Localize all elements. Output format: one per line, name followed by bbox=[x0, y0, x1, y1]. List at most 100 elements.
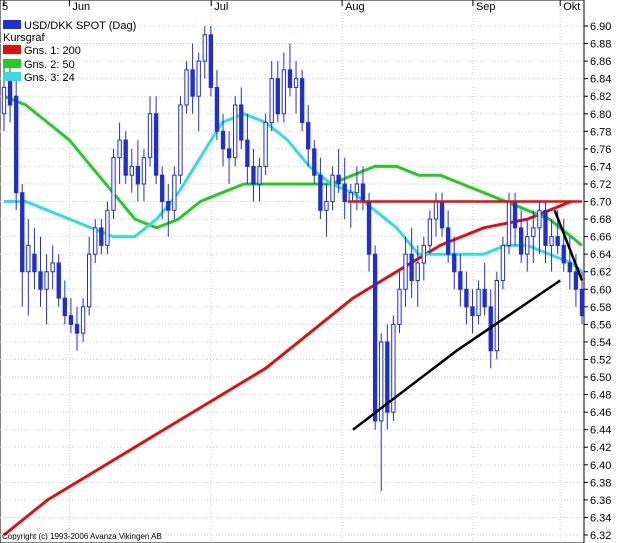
candle bbox=[38, 236, 43, 307]
candle bbox=[44, 254, 49, 325]
candle bbox=[26, 219, 31, 316]
candle bbox=[80, 298, 86, 342]
candle-body bbox=[38, 271, 43, 290]
candle-body bbox=[105, 209, 110, 246]
y-tick-label: 6.70 bbox=[590, 197, 611, 209]
candle bbox=[397, 271, 402, 334]
candle bbox=[342, 157, 347, 220]
candle-body bbox=[74, 323, 80, 334]
legend-swatch-ma24 bbox=[3, 72, 21, 81]
candle bbox=[324, 183, 329, 237]
trendlines bbox=[347, 200, 584, 431]
candle bbox=[129, 148, 134, 193]
y-tick-label: 6.54 bbox=[590, 337, 611, 349]
candle-body bbox=[214, 86, 220, 132]
candle-body bbox=[226, 148, 232, 159]
y-tick-label: 6.78 bbox=[590, 126, 611, 138]
candle-body bbox=[263, 122, 268, 167]
candle-body bbox=[275, 78, 280, 115]
candle-body bbox=[220, 130, 226, 150]
candle bbox=[427, 210, 433, 255]
candle bbox=[269, 61, 274, 132]
candle bbox=[543, 201, 548, 263]
candle-body bbox=[470, 306, 475, 317]
candle-body bbox=[80, 306, 86, 334]
candle bbox=[312, 140, 317, 184]
x-tick-label: Sep bbox=[476, 1, 496, 13]
candle-body bbox=[123, 139, 128, 176]
candle bbox=[56, 254, 61, 307]
candle-body bbox=[257, 165, 262, 185]
y-tick-label: 6.74 bbox=[590, 161, 611, 173]
candle-body bbox=[379, 341, 384, 422]
candle bbox=[354, 166, 360, 211]
candle-body bbox=[579, 288, 585, 317]
copyright-notice: Copyright (c) 1993-2006 Avanza Vikingen … bbox=[2, 532, 162, 541]
candle-body bbox=[512, 201, 518, 229]
y-tick-label: 6.76 bbox=[590, 144, 611, 156]
candle-body bbox=[141, 157, 147, 185]
candle bbox=[379, 333, 384, 492]
legend-label-ma50: Gns. 2: 50 bbox=[24, 59, 75, 71]
candle bbox=[105, 201, 110, 255]
y-tick-label: 6.88 bbox=[590, 39, 611, 51]
candle-body bbox=[348, 192, 353, 203]
candle-body bbox=[561, 244, 566, 264]
candle bbox=[117, 122, 122, 184]
candle bbox=[13, 78, 19, 211]
candle bbox=[111, 148, 116, 220]
candle bbox=[531, 210, 536, 263]
candle bbox=[336, 148, 341, 193]
candle bbox=[135, 140, 141, 202]
candle bbox=[123, 131, 128, 184]
candle-body bbox=[433, 201, 439, 220]
candle bbox=[32, 227, 37, 290]
x-tick-label: Jul bbox=[214, 1, 228, 13]
y-tick-label: 6.90 bbox=[590, 21, 611, 33]
candle-body bbox=[573, 271, 579, 290]
candle bbox=[50, 245, 55, 290]
candle-body bbox=[62, 297, 68, 317]
y-tick-label: 6.82 bbox=[590, 91, 611, 103]
candle-body bbox=[32, 253, 37, 273]
candle-body bbox=[421, 244, 426, 264]
y-tick-label: 6.34 bbox=[590, 512, 611, 524]
candle bbox=[74, 306, 80, 351]
candle bbox=[153, 96, 159, 184]
candle bbox=[20, 183, 25, 307]
candle-body bbox=[93, 227, 98, 255]
candle-body bbox=[44, 271, 49, 290]
candle-body bbox=[427, 218, 433, 246]
candle-body bbox=[330, 174, 335, 203]
candle bbox=[214, 69, 220, 141]
candle-body bbox=[1, 86, 7, 115]
chart-title: USD/DKK SPOT (Dag) bbox=[24, 20, 136, 32]
y-tick-label: 6.38 bbox=[590, 477, 611, 489]
candle-body bbox=[233, 104, 238, 159]
candle-body bbox=[184, 69, 189, 106]
candle bbox=[537, 201, 542, 255]
candle-body bbox=[415, 262, 420, 281]
candle-body bbox=[342, 183, 347, 203]
candle-body bbox=[318, 174, 323, 211]
candle bbox=[409, 227, 414, 299]
candle bbox=[251, 148, 256, 202]
candle-body bbox=[166, 201, 171, 211]
candle-body bbox=[452, 253, 457, 273]
candle-body bbox=[445, 227, 451, 255]
candle bbox=[263, 113, 268, 176]
candle bbox=[470, 289, 475, 334]
candle bbox=[372, 245, 378, 430]
candle-body bbox=[567, 262, 573, 273]
legend-title-swatch bbox=[3, 20, 21, 29]
y-tick-label: 6.58 bbox=[590, 302, 611, 314]
candle bbox=[226, 131, 232, 184]
y-tick-label: 6.64 bbox=[590, 249, 611, 261]
candle-body bbox=[208, 34, 214, 88]
candle-body bbox=[68, 315, 74, 325]
candle-body bbox=[549, 236, 554, 246]
candle-body bbox=[293, 78, 299, 88]
y-tick-label: 6.40 bbox=[590, 460, 611, 472]
candle bbox=[500, 236, 506, 290]
